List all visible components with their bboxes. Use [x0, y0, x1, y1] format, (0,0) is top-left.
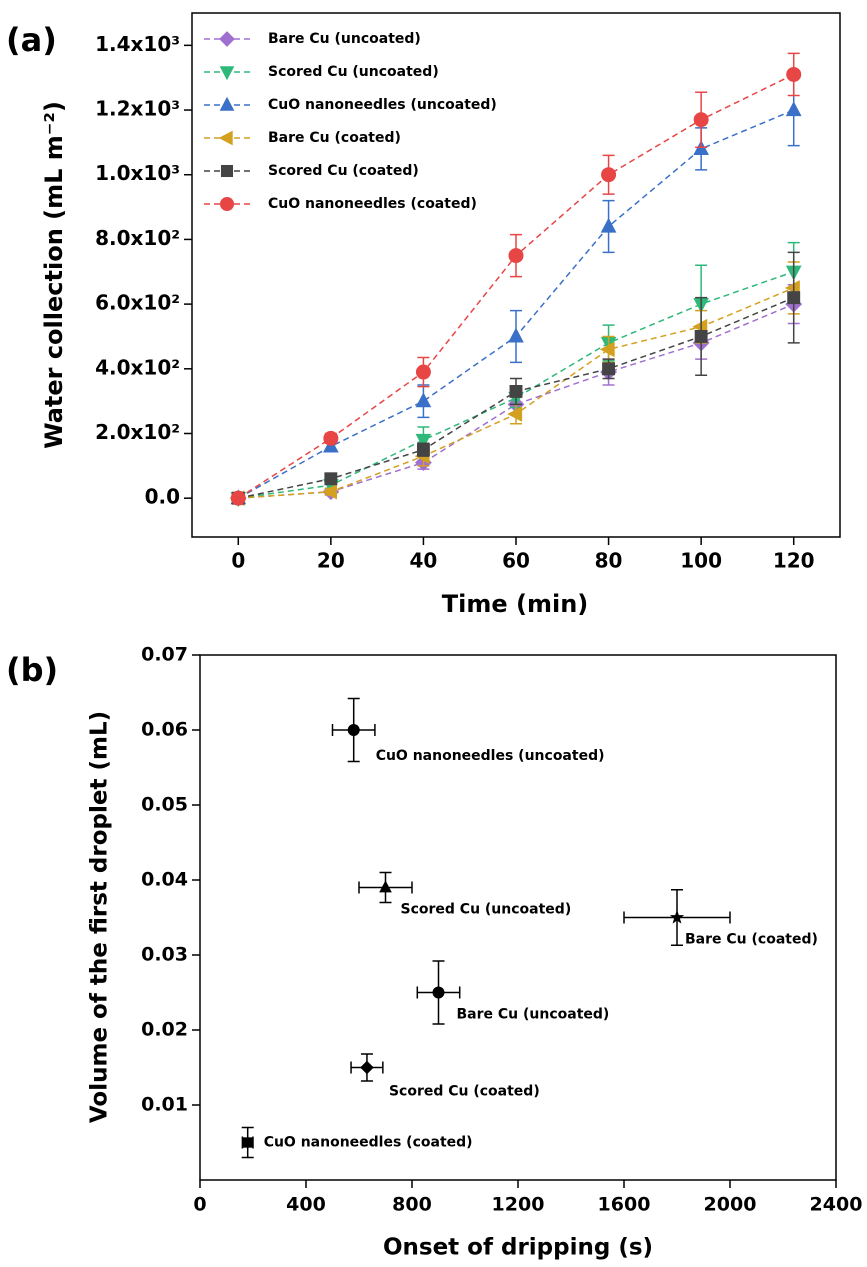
x-tick-label: 2000: [704, 1194, 757, 1216]
marker: [509, 384, 523, 398]
marker: [347, 724, 360, 736]
y-axis-title: Water collection (mL m⁻²): [40, 101, 68, 449]
marker: [508, 248, 524, 264]
x-axis-title: Time (min): [442, 590, 589, 618]
x-tick-label: 120: [773, 549, 815, 573]
marker: [415, 433, 432, 449]
x-axis-title: Onset of dripping (s): [383, 1235, 653, 1261]
point-label: Scored Cu (coated): [389, 1084, 540, 1100]
marker: [786, 66, 802, 82]
marker: [694, 330, 708, 343]
x-tick-label: 80: [595, 549, 623, 573]
marker: [415, 364, 431, 380]
marker: [432, 986, 445, 999]
marker: [416, 443, 430, 457]
panel-label: (b): [6, 651, 58, 689]
x-tick-label: 0: [193, 1194, 206, 1216]
point-label: Scored Cu (uncoated): [401, 902, 572, 918]
point-label: CuO nanoneedles (coated): [264, 1135, 473, 1151]
point-label: Bare Cu (coated): [685, 932, 818, 948]
x-tick-label: 40: [410, 549, 438, 573]
y-tick-label: 8.0x10²: [95, 226, 180, 250]
x-tick-label: 1200: [492, 1194, 545, 1216]
y-tick-label: 0.05: [141, 794, 188, 816]
legend-label: Scored Cu (uncoated): [268, 64, 439, 80]
marker: [785, 101, 802, 117]
marker: [693, 112, 709, 128]
legend-label: CuO nanoneedles (coated): [268, 196, 477, 212]
legend-label: Bare Cu (coated): [268, 130, 401, 146]
marker: [322, 483, 337, 500]
marker: [601, 167, 617, 183]
x-tick-label: 1600: [598, 1194, 651, 1216]
marker: [787, 291, 801, 305]
y-tick-label: 4.0x10²: [95, 355, 180, 379]
y-tick-label: 0.03: [141, 944, 188, 966]
y-tick-label: 0.01: [141, 1094, 188, 1116]
marker: [602, 362, 616, 376]
legend-marker: [220, 164, 234, 178]
x-tick-label: 2400: [810, 1194, 863, 1216]
legend-marker: [220, 197, 234, 211]
y-tick-label: 0.04: [141, 869, 188, 891]
marker: [507, 406, 523, 422]
marker: [379, 880, 392, 893]
legend-marker: [218, 130, 233, 146]
y-tick-label: 1.2x10³: [95, 97, 180, 121]
legend-marker: [219, 66, 235, 81]
x-tick-label: 0: [231, 549, 245, 573]
marker: [669, 909, 685, 924]
legend-label: Bare Cu (uncoated): [268, 31, 421, 47]
y-tick-label: 0.0: [145, 485, 180, 509]
marker: [600, 217, 617, 233]
y-tick-label: 0.02: [141, 1019, 188, 1041]
marker: [323, 430, 339, 446]
y-tick-label: 2.0x10²: [95, 420, 180, 444]
plot-frame: [199, 654, 837, 1181]
panel-label: (a): [6, 21, 57, 59]
point-label: Bare Cu (uncoated): [457, 1007, 610, 1023]
legend-marker: [219, 31, 235, 47]
marker: [360, 1060, 374, 1075]
y-tick-label: 0.07: [141, 644, 188, 666]
marker: [242, 1137, 253, 1148]
marker: [508, 327, 524, 343]
marker: [599, 341, 615, 358]
legend-marker: [219, 96, 235, 111]
x-tick-label: 60: [502, 549, 530, 573]
x-tick-label: 100: [680, 549, 722, 573]
marker: [415, 392, 432, 408]
y-tick-label: 0.06: [141, 719, 188, 741]
x-tick-label: 800: [392, 1194, 432, 1216]
legend-label: Scored Cu (coated): [268, 163, 419, 179]
x-tick-label: 20: [317, 549, 345, 573]
marker: [324, 472, 338, 486]
y-axis-title: Volume of the first droplet (mL): [87, 711, 113, 1123]
y-tick-label: 1.0x10³: [95, 161, 180, 185]
y-tick-label: 6.0x10²: [95, 291, 180, 315]
marker: [230, 490, 246, 506]
x-tick-label: 400: [286, 1194, 326, 1216]
legend-label: CuO nanoneedles (uncoated): [268, 97, 497, 113]
y-tick-label: 1.4x10³: [95, 32, 180, 56]
point-label: CuO nanoneedles (uncoated): [376, 748, 605, 764]
